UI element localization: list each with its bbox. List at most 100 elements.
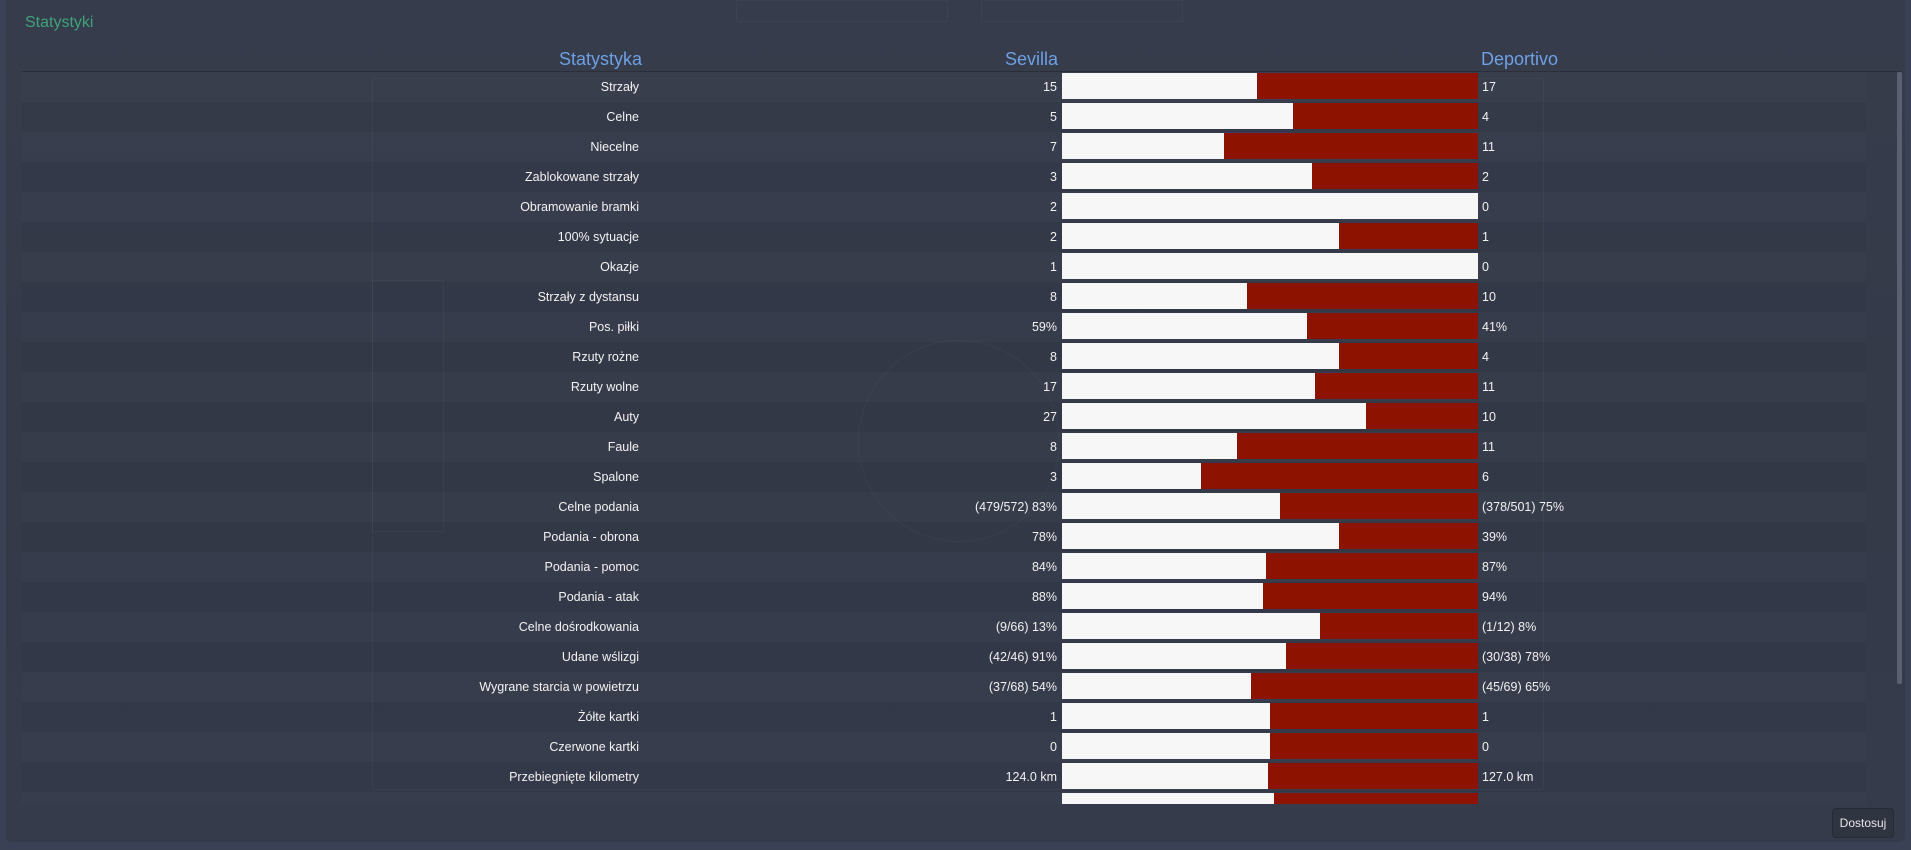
stats-table[interactable]: Strzały 15 17 Celne 5 4 Niecelne 7 11 Zablokowane… — [21, 72, 1896, 804]
comparison-bar — [1062, 283, 1478, 309]
home-value: 1 — [1050, 260, 1057, 274]
home-share-fill — [1062, 253, 1478, 279]
home-share-fill — [1062, 103, 1294, 129]
home-share-fill — [1062, 733, 1270, 759]
home-share-fill — [1062, 223, 1340, 249]
stat-label: Żółte kartki — [577, 710, 639, 724]
away-value: 6 — [1482, 470, 1489, 484]
away-value: 0 — [1482, 200, 1489, 214]
comparison-bar — [1062, 583, 1478, 609]
comparison-bar — [1062, 313, 1478, 339]
stat-row: Okazje 1 0 — [21, 252, 1896, 282]
stat-label: Udane wślizgi — [561, 650, 639, 664]
home-share-fill — [1062, 463, 1201, 489]
stat-row: Rzuty wolne 17 11 — [21, 372, 1896, 402]
away-value: (1/12) 8% — [1482, 620, 1537, 634]
home-share-fill — [1062, 313, 1308, 339]
home-value: 3 — [1050, 470, 1057, 484]
home-share-fill — [1062, 283, 1247, 309]
away-value: 10 — [1482, 290, 1496, 304]
stat-label: Wygrane starcia w powietrzu — [479, 680, 639, 694]
stat-label: Obramowanie bramki — [520, 200, 639, 214]
home-value: 2 — [1050, 230, 1057, 244]
home-value: 8 — [1050, 350, 1057, 364]
stat-label: Celne — [606, 110, 639, 124]
away-value: (378/501) 75% — [1482, 500, 1565, 514]
header-divider — [21, 71, 1901, 72]
stat-row: Celne dośrodkowania (9/66) 13% (1/12) 8% — [21, 612, 1896, 642]
away-value: (45/69) 65% — [1482, 680, 1551, 694]
stat-row: Przebiegnięte kilometry 124.0 km 127.0 km — [21, 762, 1896, 792]
home-value: 2 — [1050, 200, 1057, 214]
stat-label: Strzały — [600, 80, 639, 94]
home-share-fill — [1062, 643, 1286, 669]
stat-row-background — [21, 792, 1866, 804]
stat-label: Niecelne — [590, 140, 639, 154]
home-value: (9/66) 13% — [995, 620, 1057, 634]
away-value: 39% — [1482, 530, 1508, 544]
stat-row: Zablokowane strzały 3 2 — [21, 162, 1896, 192]
comparison-bar — [1062, 343, 1478, 369]
stat-label: Zablokowane strzały — [525, 170, 639, 184]
stat-label: Celne podania — [558, 500, 639, 514]
home-share-fill — [1062, 793, 1275, 804]
stat-row: Niecelne 7 11 — [21, 132, 1896, 162]
home-value: (37/68) 54% — [988, 680, 1057, 694]
comparison-bar — [1062, 613, 1478, 639]
home-share-fill — [1062, 493, 1281, 519]
comparison-bar — [1062, 73, 1478, 99]
home-share-fill — [1062, 133, 1224, 159]
home-share-fill — [1062, 343, 1340, 369]
away-value: (30/38) 78% — [1482, 650, 1551, 664]
stat-row: Podania - obrona 78% 39% — [21, 522, 1896, 552]
home-value: 84% — [1031, 560, 1057, 574]
stat-row: 100% sytuacje 2 1 — [21, 222, 1896, 252]
away-value: 87% — [1482, 560, 1508, 574]
customize-button[interactable]: Dostosuj — [1832, 808, 1894, 838]
away-value: 11 — [1482, 140, 1495, 154]
stat-row: Faule 8 11 — [21, 432, 1896, 462]
comparison-bar — [1062, 793, 1478, 804]
home-value: (479/572) 83% — [974, 500, 1057, 514]
lineup-strip-home — [736, 0, 948, 22]
away-value: 41% — [1482, 320, 1508, 334]
stat-row: Auty 27 10 — [21, 402, 1896, 432]
comparison-bar — [1062, 553, 1478, 579]
home-value: 27 — [1043, 410, 1057, 424]
column-header-home-team: Sevilla — [1004, 49, 1058, 69]
comparison-bar — [1062, 523, 1478, 549]
stat-label: Pos. piłki — [588, 320, 639, 334]
stat-label: Rzuty wolne — [570, 380, 639, 394]
stat-label: Strzały z dystansu — [537, 290, 639, 304]
home-share-fill — [1062, 193, 1478, 219]
stat-label: Faule — [607, 440, 639, 454]
away-value: 11 — [1482, 380, 1495, 394]
comparison-bar — [1062, 253, 1478, 279]
away-value: 11 — [1482, 440, 1495, 454]
stat-label: Spalone — [593, 470, 639, 484]
stat-row: Obramowanie bramki 2 0 — [21, 192, 1896, 222]
vertical-scrollbar[interactable] — [1897, 72, 1902, 684]
home-share-fill — [1062, 763, 1268, 789]
stat-row — [21, 792, 1896, 804]
comparison-bar — [1062, 703, 1478, 729]
home-value: 7 — [1050, 140, 1057, 154]
home-share-fill — [1062, 583, 1264, 609]
comparison-bar — [1062, 373, 1478, 399]
comparison-bar — [1062, 433, 1478, 459]
column-header-away-team: Deportivo — [1481, 49, 1559, 69]
home-share-fill — [1062, 163, 1312, 189]
away-value: 127.0 km — [1482, 770, 1534, 784]
comparison-bar — [1062, 643, 1478, 669]
comparison-bar — [1062, 463, 1478, 489]
stat-row: Rzuty rożne 8 4 — [21, 342, 1896, 372]
home-value: 3 — [1050, 170, 1057, 184]
stat-row: Udane wślizgi (42/46) 91% (30/38) 78% — [21, 642, 1896, 672]
home-value: 59% — [1031, 320, 1057, 334]
home-value: 8 — [1050, 440, 1057, 454]
home-value: 15 — [1043, 80, 1057, 94]
stat-label: Rzuty rożne — [572, 350, 639, 364]
stat-label: Czerwone kartki — [549, 740, 639, 754]
home-share-fill — [1062, 373, 1315, 399]
away-value: 0 — [1482, 740, 1489, 754]
